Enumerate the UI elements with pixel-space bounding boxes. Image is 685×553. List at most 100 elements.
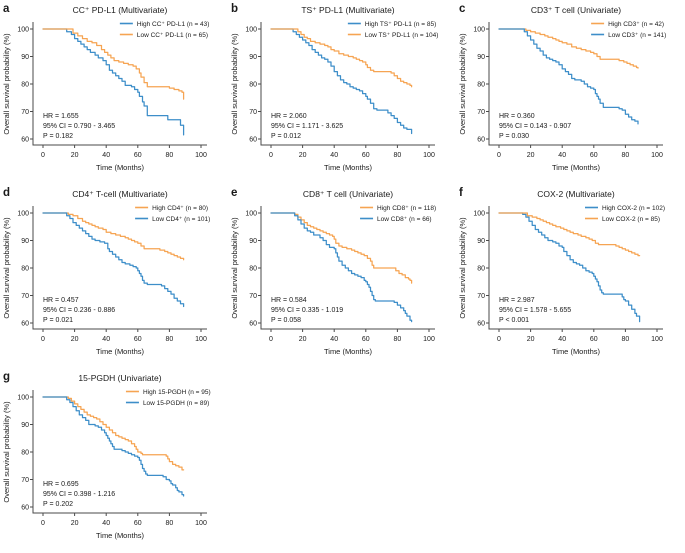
x-tick-label: 0 <box>497 336 501 343</box>
km-plot-c: c CD3⁺ T cell (Univariate) 60 70 80 90 100 0 20 4… <box>458 3 666 172</box>
x-tick-label: 60 <box>362 152 370 159</box>
x-tick-label: 20 <box>71 336 79 343</box>
panel-title: COX-2 (Multivariate) <box>537 189 615 199</box>
axes-lines <box>260 206 435 330</box>
x-tick-label: 40 <box>102 152 110 159</box>
stats-line-3: P = 0.021 <box>43 317 73 324</box>
stats-line-1: HR = 0.584 <box>271 297 307 304</box>
panel-g: g 15-PGDH (Univariate) 60 70 80 90 100 0 20 40 60 8… <box>0 368 228 553</box>
y-tick-label: 60 <box>249 321 257 328</box>
x-tick-label: 80 <box>622 152 630 159</box>
stats-line-3: P < 0.001 <box>499 317 529 324</box>
km-curve-second <box>270 28 413 88</box>
km-curve-second <box>42 396 185 497</box>
km-curve-second <box>42 212 185 308</box>
axes-lines <box>260 22 435 146</box>
legend-label: Low CD3⁺ (n = 141) <box>608 32 666 39</box>
legend-label: High TS⁺ PD-L1 (n = 85) <box>365 21 436 28</box>
y-tick-label: 70 <box>21 293 29 300</box>
y-tick-label: 100 <box>245 211 257 218</box>
y-tick-label: 100 <box>17 27 29 34</box>
x-tick-label: 20 <box>527 336 535 343</box>
y-tick-label: 100 <box>473 211 485 218</box>
x-tick-label: 100 <box>423 336 435 343</box>
x-tick-label: 80 <box>622 336 630 343</box>
legend-label: Low CD4⁺ (n = 101) <box>152 216 210 223</box>
stats-line-3: P = 0.030 <box>499 133 529 140</box>
x-tick-label: 100 <box>195 336 207 343</box>
x-tick-label: 0 <box>41 152 45 159</box>
km-plot-f: f COX-2 (Multivariate) 60 70 80 90 100 0 20 40 60 8… <box>458 187 665 356</box>
x-tick-label: 100 <box>651 336 663 343</box>
y-axis-label: Overall survival probability (%) <box>458 217 467 319</box>
stats-line-1: HR = 2.060 <box>271 113 307 120</box>
y-tick-label: 70 <box>21 477 29 484</box>
panel-title: CD4⁺ T-cell (Multivariate) <box>72 189 168 199</box>
km-curve-first <box>42 28 185 136</box>
km-curve-first <box>270 212 413 284</box>
km-curve-first <box>42 396 185 471</box>
y-tick-label: 100 <box>245 27 257 34</box>
x-tick-label: 20 <box>71 152 79 159</box>
axes-lines <box>488 22 663 146</box>
x-tick-label: 40 <box>102 336 110 343</box>
y-axis-label: Overall survival probability (%) <box>2 217 11 319</box>
x-tick-label: 80 <box>394 336 402 343</box>
legend-label: High 15-PGDH (n = 95) <box>143 389 211 396</box>
y-tick-label: 80 <box>21 266 29 273</box>
x-tick-label: 100 <box>195 152 207 159</box>
x-tick-label: 80 <box>166 152 174 159</box>
panel-letter: g <box>3 371 10 383</box>
axes-lines <box>488 206 663 330</box>
y-tick-label: 70 <box>249 293 257 300</box>
y-tick-label: 100 <box>17 395 29 402</box>
x-tick-label: 20 <box>299 152 307 159</box>
km-curve-first <box>42 212 185 261</box>
stats-line-1: HR = 0.360 <box>499 113 535 120</box>
y-tick-label: 80 <box>249 82 257 89</box>
x-tick-label: 60 <box>590 336 598 343</box>
stats-line-2: 95% CI = 0.398 - 1.216 <box>43 491 115 498</box>
x-tick-label: 80 <box>166 520 174 527</box>
panel-title: TS⁺ PD-L1 (Multivariate) <box>301 5 394 15</box>
stats-line-2: 95% CI = 0.790 - 3.465 <box>43 123 115 130</box>
legend-label: High CD4⁺ (n = 80) <box>152 205 208 212</box>
x-tick-label: 0 <box>41 336 45 343</box>
km-curve-first <box>498 212 641 323</box>
panel-letter: f <box>459 187 463 199</box>
y-tick-label: 90 <box>249 54 257 61</box>
km-plot-e: e CD8⁺ T cell (Univariate) 60 70 80 90 100 0 20 4… <box>230 187 436 356</box>
km-plot-d: d CD4⁺ T-cell (Multivariate) 60 70 80 90 100 0 2… <box>2 187 210 356</box>
y-axis-label: Overall survival probability (%) <box>2 401 11 503</box>
panel-e: e CD8⁺ T cell (Univariate) 60 70 80 90 100 0 20 4… <box>228 184 456 368</box>
y-axis-label: Overall survival probability (%) <box>230 217 239 319</box>
km-plot-b: b TS⁺ PD-L1 (Multivariate) 60 70 80 90 100 0 20 4… <box>230 3 438 172</box>
y-tick-label: 70 <box>249 109 257 116</box>
x-tick-label: 100 <box>651 152 663 159</box>
axes-lines <box>32 390 207 514</box>
legend-label: Low COX-2 (n = 85) <box>602 216 660 223</box>
x-axis-label: Time (Months) <box>324 163 373 172</box>
x-axis-label: Time (Months) <box>552 347 601 356</box>
x-tick-label: 40 <box>330 152 338 159</box>
x-tick-label: 100 <box>423 152 435 159</box>
x-tick-label: 40 <box>102 520 110 527</box>
x-tick-label: 60 <box>590 152 598 159</box>
x-tick-label: 100 <box>195 520 207 527</box>
legend-label: Low CD8⁺ (n = 66) <box>377 216 432 223</box>
stats-line-1: HR = 1.655 <box>43 113 79 120</box>
km-curve-second <box>498 28 639 125</box>
y-axis-label: Overall survival probability (%) <box>458 33 467 135</box>
stats-line-3: P = 0.058 <box>271 317 301 324</box>
y-tick-label: 100 <box>473 27 485 34</box>
x-axis-label: Time (Months) <box>324 347 373 356</box>
panel-letter: b <box>231 3 238 15</box>
panel-f: f COX-2 (Multivariate) 60 70 80 90 100 0 20 40 60 8… <box>456 184 685 368</box>
y-tick-label: 80 <box>249 266 257 273</box>
y-tick-label: 90 <box>477 54 485 61</box>
stats-line-1: HR = 0.695 <box>43 481 79 488</box>
y-tick-label: 60 <box>249 137 257 144</box>
x-tick-label: 20 <box>299 336 307 343</box>
empty-cell <box>456 368 685 553</box>
y-tick-label: 90 <box>249 238 257 245</box>
